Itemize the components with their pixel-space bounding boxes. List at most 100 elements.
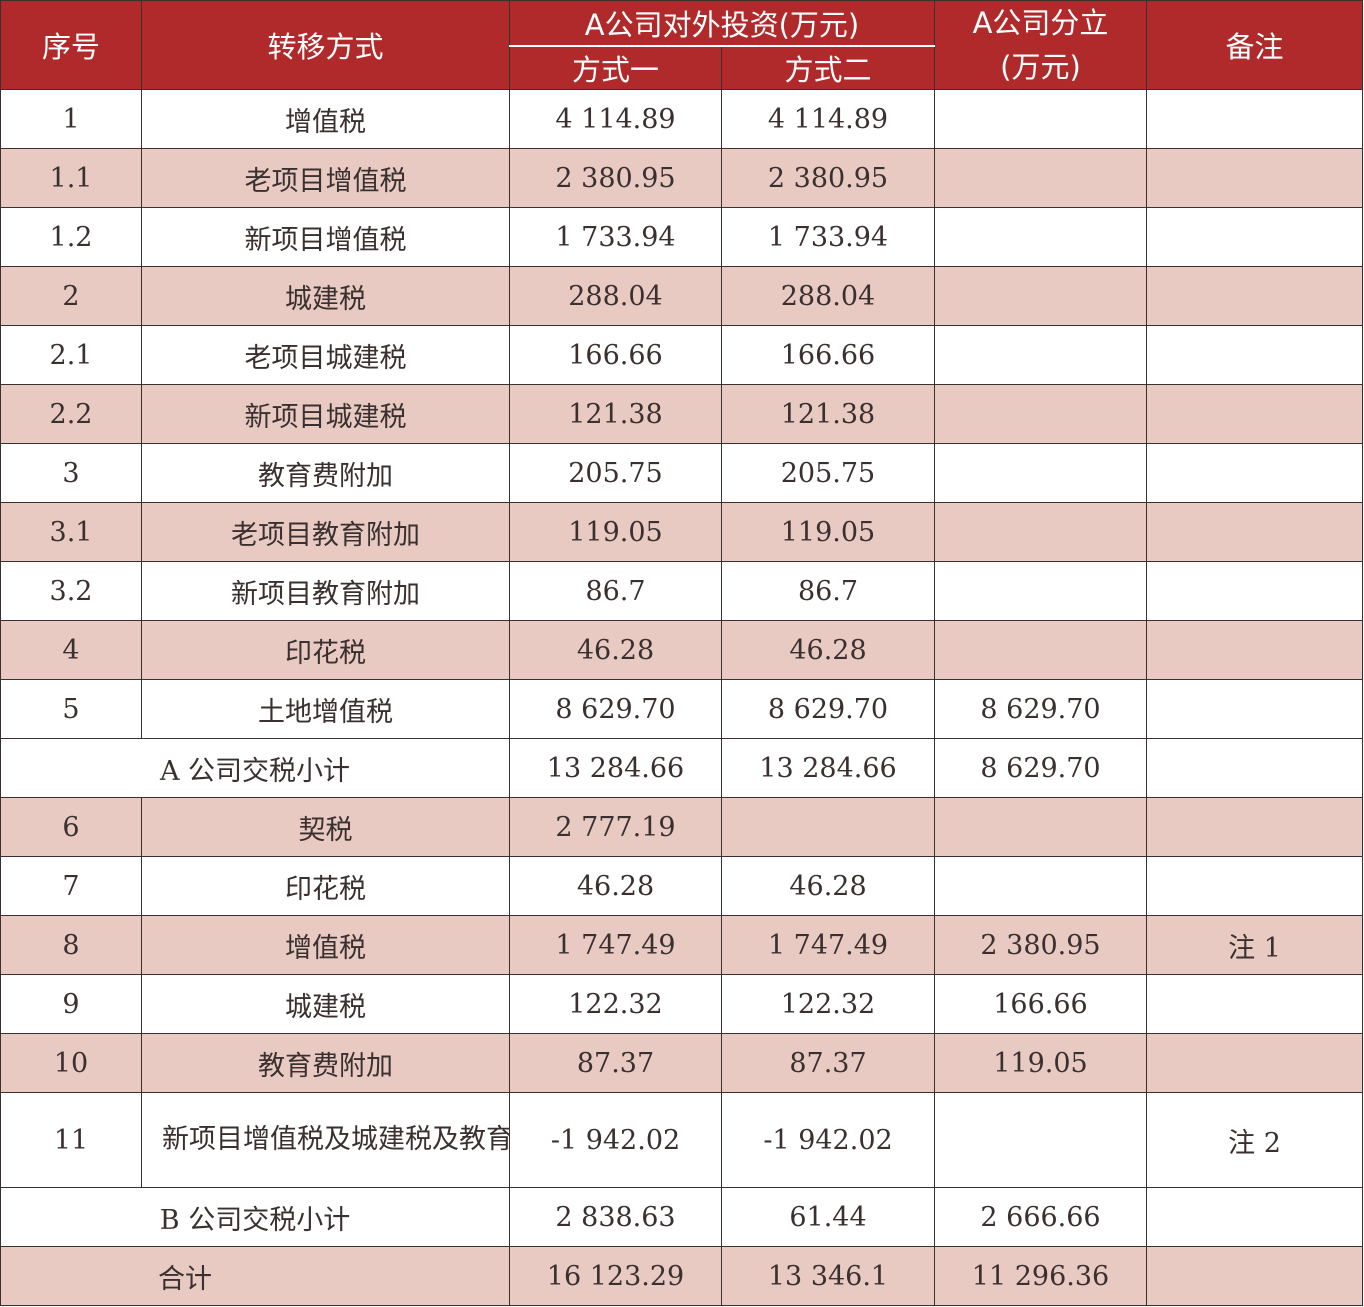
cell-m2: 2 380.95 [721,148,935,208]
subtotal-row-b: B 公司交税小计 2 838.63 61.44 2 666.66 [0,1187,1363,1247]
cell-m2: 4 114.89 [721,89,935,149]
cell-seq: 6 [0,797,142,857]
cell-remark [1146,856,1363,916]
cell-m2: 61.44 [721,1187,935,1247]
cell-m1: 1 733.94 [509,207,722,267]
cell-seq: 2.2 [0,384,142,444]
cell-name: 新项目增值税 [141,207,510,267]
cell-seq: 3.1 [0,502,142,562]
cell-remark [1146,1187,1363,1247]
header-split: A公司分立 (万元) [934,0,1147,90]
cell-remark: 注 1 [1146,915,1363,975]
cell-split [934,502,1147,562]
table-row: 2 城建税 288.04 288.04 [0,266,1363,326]
header-option1: 方式一 [509,44,722,90]
cell-m1: 13 284.66 [509,738,722,798]
cell-m1: 121.38 [509,384,722,444]
cell-m1: 86.7 [509,561,722,621]
cell-m1: 8 629.70 [509,679,722,739]
table-row: 3 教育费附加 205.75 205.75 [0,443,1363,503]
cell-m1: 16 123.29 [509,1246,722,1306]
cell-remark: 注 2 [1146,1092,1363,1188]
cell-m2: 122.32 [721,974,935,1034]
cell-split [934,620,1147,680]
cell-remark [1146,384,1363,444]
cell-seq: 1 [0,89,142,149]
cell-split [934,148,1147,208]
cell-remark [1146,89,1363,149]
cell-remark [1146,620,1363,680]
header-seq: 序号 [0,0,142,90]
table-row: 2.2 新项目城建税 121.38 121.38 [0,384,1363,444]
cell-name: 土地增值税 [141,679,510,739]
cell-m1: 288.04 [509,266,722,326]
cell-m2: 288.04 [721,266,935,326]
cell-m2: 46.28 [721,620,935,680]
cell-m2: 87.37 [721,1033,935,1093]
cell-seq: 3.2 [0,561,142,621]
cell-seq: 11 [0,1092,142,1188]
table-row: 11 新项目增值税及城建税及教育费附加 -1 942.02 -1 942.02 … [0,1092,1363,1188]
cell-split [934,797,1147,857]
cell-m1: 4 114.89 [509,89,722,149]
cell-remark [1146,207,1363,267]
cell-split: 11 296.36 [934,1246,1147,1306]
cell-m1: 166.66 [509,325,722,385]
cell-m2: 13 346.1 [721,1246,935,1306]
cell-remark [1146,502,1363,562]
cell-seq: 5 [0,679,142,739]
cell-name: 增值税 [141,915,510,975]
cell-m2: 1 733.94 [721,207,935,267]
table-row: 6 契税 2 777.19 [0,797,1363,857]
header-invest-group: A公司对外投资(万元) [509,0,935,46]
cell-m1: 2 380.95 [509,148,722,208]
cell-remark [1146,443,1363,503]
cell-m2: 121.38 [721,384,935,444]
cell-name: 契税 [141,797,510,857]
cell-split: 2 380.95 [934,915,1147,975]
cell-name: 新项目增值税及城建税及教育费附加 [141,1092,510,1188]
subtotal-b-label: B 公司交税小计 [0,1187,510,1247]
cell-m1: 2 777.19 [509,797,722,857]
cell-m1: -1 942.02 [509,1092,722,1188]
cell-name: 老项目城建税 [141,325,510,385]
cell-remark [1146,561,1363,621]
header-method: 转移方式 [141,0,510,90]
cell-m2: -1 942.02 [721,1092,935,1188]
cell-name: 老项目教育附加 [141,502,510,562]
cell-split [934,384,1147,444]
table-row: 8 增值税 1 747.49 1 747.49 2 380.95 注 1 [0,915,1363,975]
cell-remark [1146,148,1363,208]
table-row: 9 城建税 122.32 122.32 166.66 [0,974,1363,1034]
subtotal-a-label: A 公司交税小计 [0,738,510,798]
cell-m1: 46.28 [509,856,722,916]
cell-seq: 8 [0,915,142,975]
cell-split: 166.66 [934,974,1147,1034]
cell-m2: 86.7 [721,561,935,621]
cell-m2: 13 284.66 [721,738,935,798]
cell-split [934,1092,1147,1188]
table-row: 4 印花税 46.28 46.28 [0,620,1363,680]
cell-m2: 1 747.49 [721,915,935,975]
total-row: 合计 16 123.29 13 346.1 11 296.36 [0,1246,1363,1306]
cell-name: 增值税 [141,89,510,149]
cell-name: 城建税 [141,974,510,1034]
cell-seq: 9 [0,974,142,1034]
cell-name: 新项目城建税 [141,384,510,444]
cell-m1: 87.37 [509,1033,722,1093]
cell-remark [1146,1246,1363,1306]
header-remark: 备注 [1146,0,1363,90]
cell-remark [1146,797,1363,857]
cell-name: 教育费附加 [141,443,510,503]
cell-remark [1146,325,1363,385]
cell-seq: 10 [0,1033,142,1093]
cell-split [934,89,1147,149]
cell-seq: 1.2 [0,207,142,267]
cell-name: 城建税 [141,266,510,326]
cell-name: 老项目增值税 [141,148,510,208]
cell-m1: 46.28 [509,620,722,680]
cell-m2: 46.28 [721,856,935,916]
table-row: 7 印花税 46.28 46.28 [0,856,1363,916]
cell-split [934,207,1147,267]
